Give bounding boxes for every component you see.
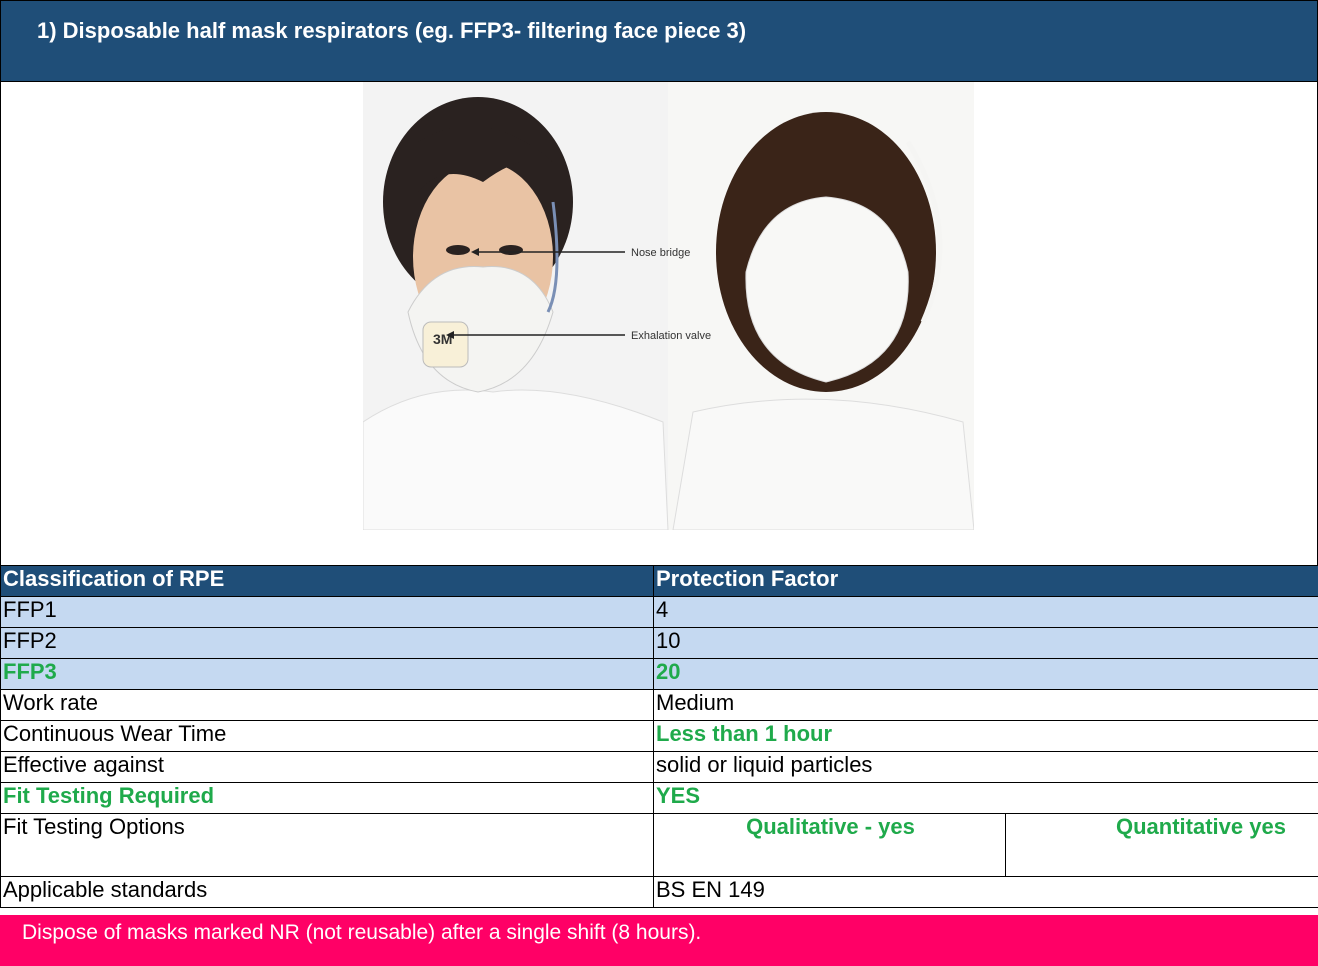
cell: Work rate bbox=[1, 690, 654, 721]
header-cell: Protection Factor bbox=[654, 566, 1318, 597]
photo-label: Exhalation valve bbox=[631, 330, 711, 342]
cell: 10 bbox=[654, 628, 1318, 659]
title: 1) Disposable half mask respirators (eg.… bbox=[37, 18, 746, 44]
footer-note-bar: Dispose of masks marked NR (not reusable… bbox=[0, 915, 1318, 966]
cell: Continuous Wear Time bbox=[1, 721, 654, 752]
cell: BS EN 149 bbox=[654, 877, 1318, 908]
cell: FFP2 bbox=[1, 628, 654, 659]
cell: Quantitative yes bbox=[1006, 814, 1318, 877]
photo-label: Nose bridge bbox=[631, 247, 690, 259]
cell: Applicable standards bbox=[1, 877, 654, 908]
cell: 20 bbox=[654, 659, 1318, 690]
cell: Medium bbox=[654, 690, 1318, 721]
image-area: 3M Nose bridge Exhalation valve bbox=[0, 81, 1318, 565]
cell: Effective against bbox=[1, 752, 654, 783]
cell: 4 bbox=[654, 597, 1318, 628]
photo: 3M Nose bridge Exhalation valve bbox=[363, 82, 974, 530]
footer-note: Dispose of masks marked NR (not reusable… bbox=[22, 921, 701, 945]
header-cell: Classification of RPE bbox=[1, 566, 654, 597]
cell: YES bbox=[654, 783, 1318, 814]
page: 1) Disposable half mask respirators (eg.… bbox=[0, 0, 1318, 966]
cell: Qualitative - yes bbox=[654, 814, 1006, 877]
cell: FFP1 bbox=[1, 597, 654, 628]
cell: solid or liquid particles bbox=[654, 752, 1318, 783]
cell: Fit Testing Required bbox=[1, 783, 654, 814]
cell: FFP3 bbox=[1, 659, 654, 690]
cell: Less than 1 hour bbox=[654, 721, 1318, 752]
cell: Fit Testing Options bbox=[1, 814, 654, 877]
header-bar: 1) Disposable half mask respirators (eg.… bbox=[0, 0, 1318, 82]
